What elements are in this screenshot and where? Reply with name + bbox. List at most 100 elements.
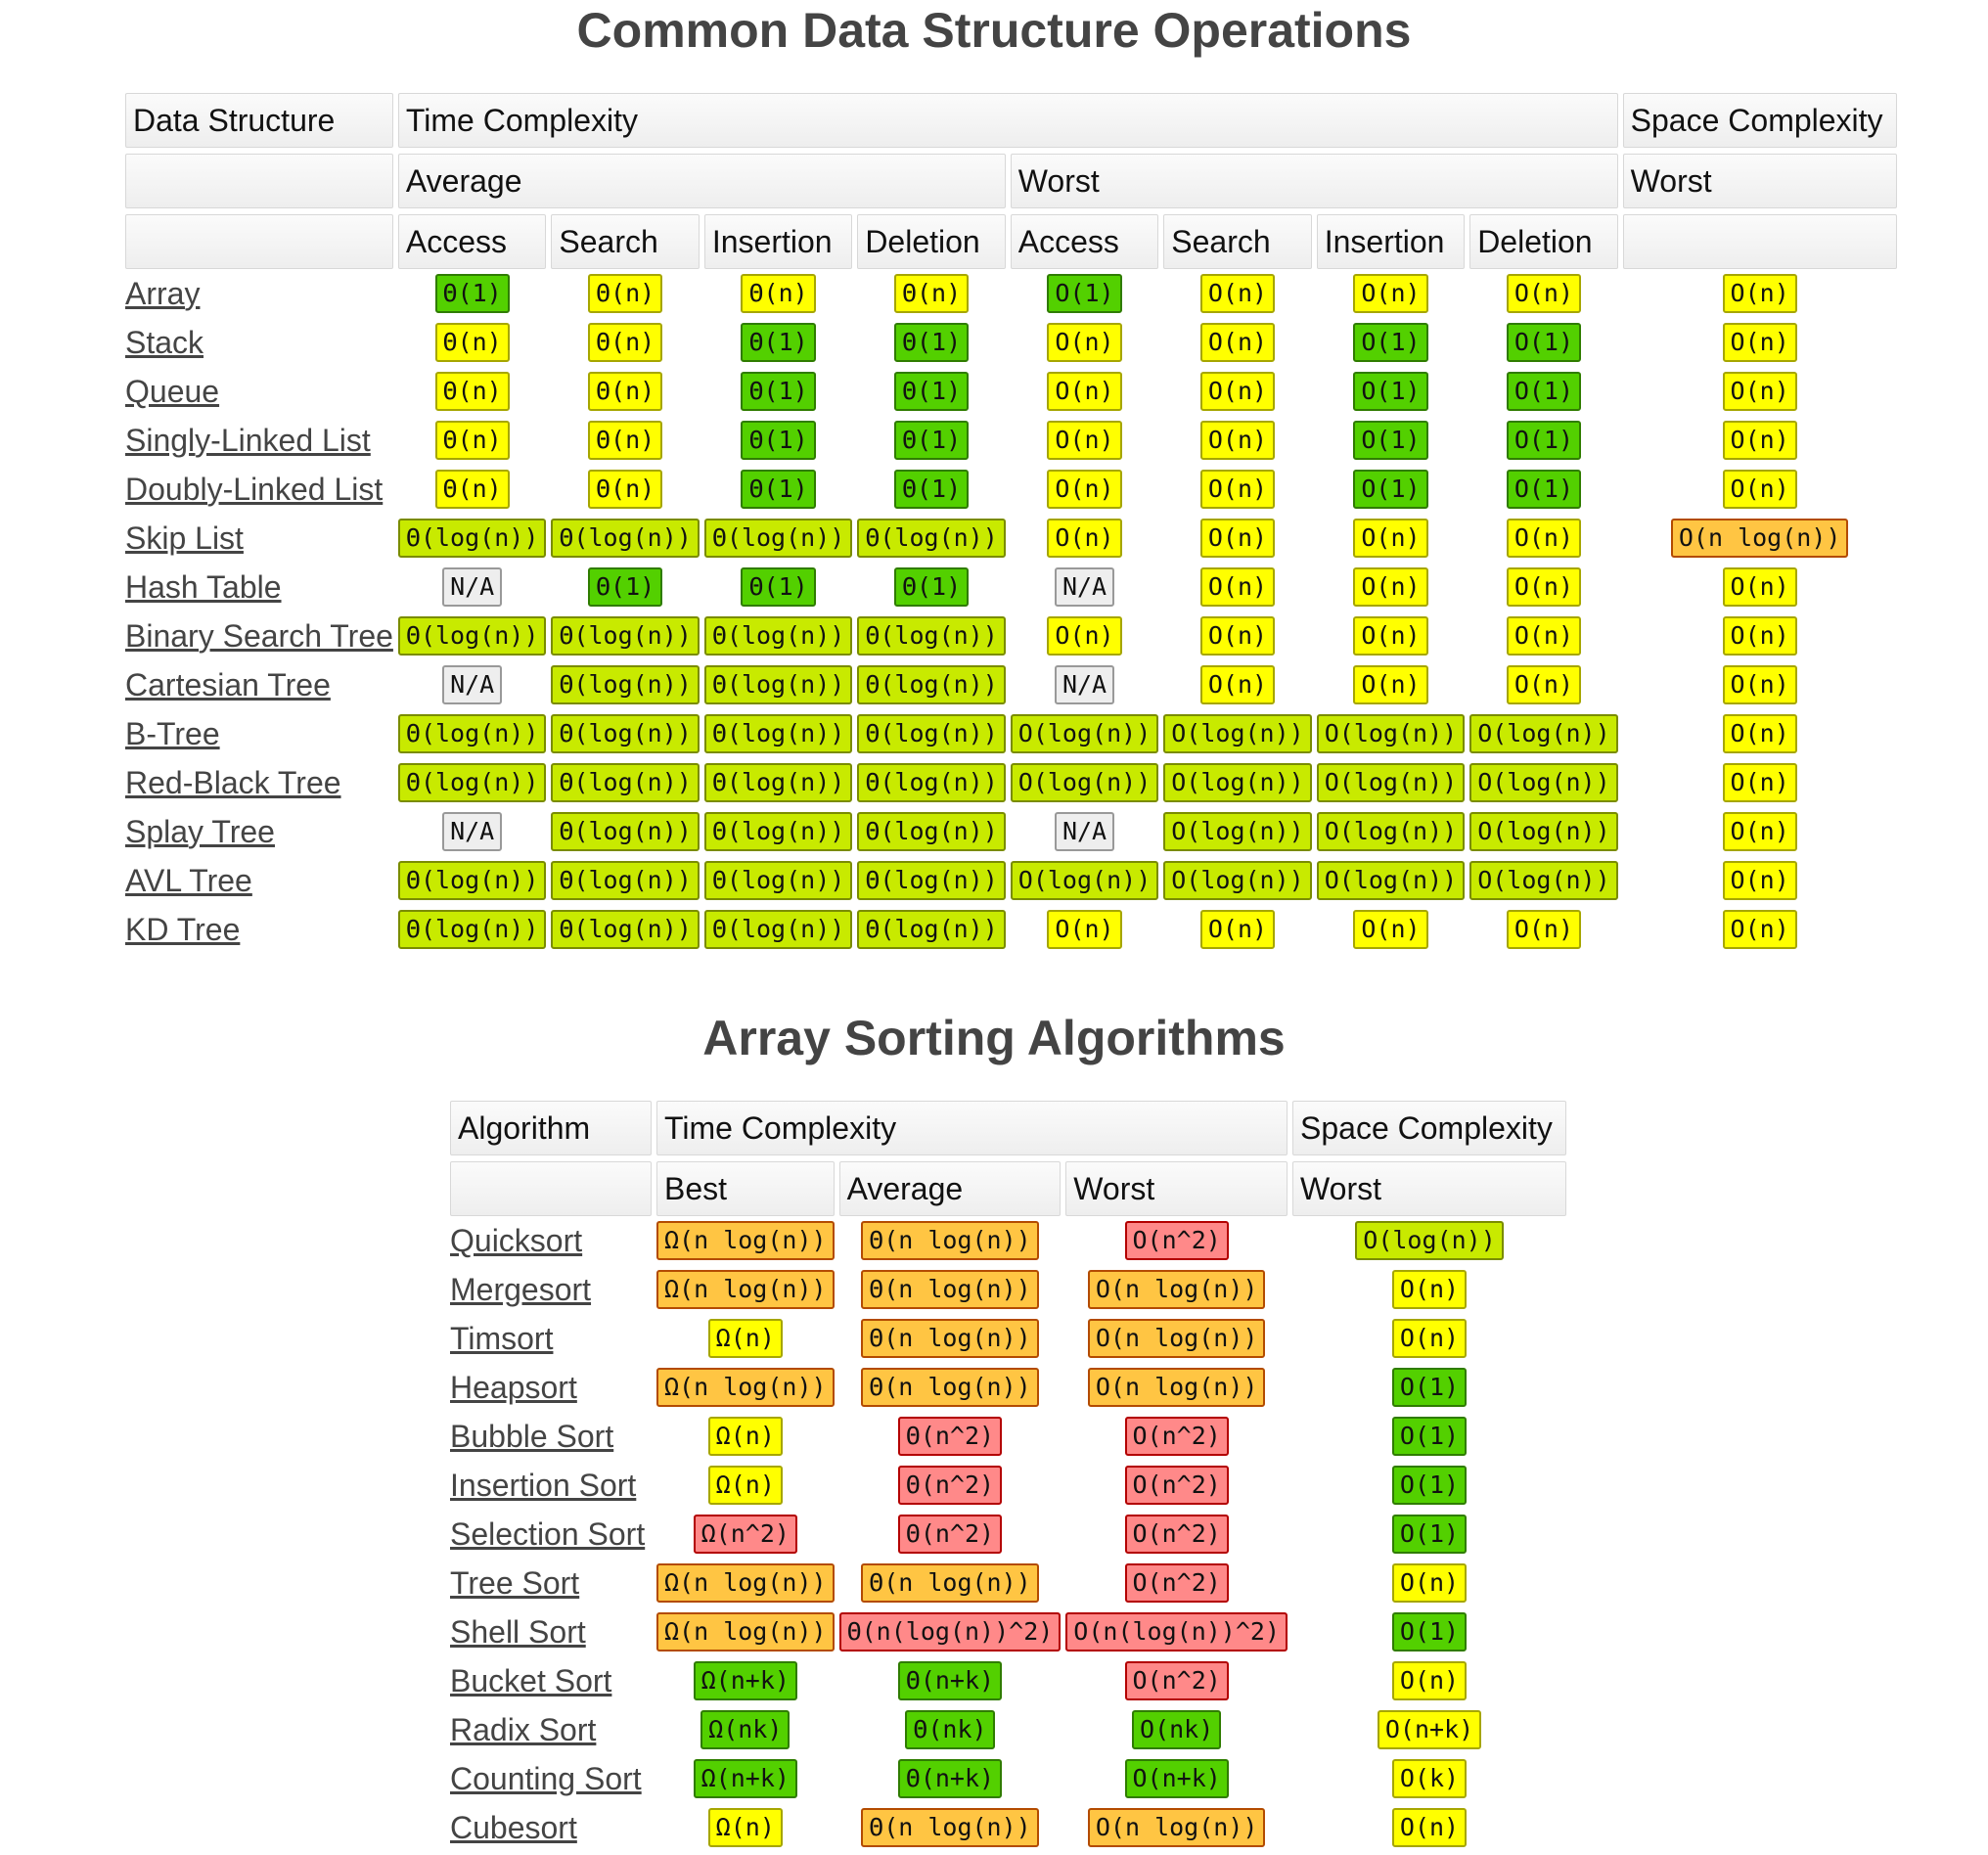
complexity-cell: O(log(n)): [1163, 807, 1312, 856]
complexity-cell: Θ(nk): [839, 1705, 1062, 1754]
complexity-badge: Θ(1): [893, 567, 970, 607]
complexity-badge: Ω(n+k): [693, 1759, 797, 1798]
link-cubesort[interactable]: Cubesort: [450, 1809, 577, 1845]
complexity-badge: Θ(log(n)): [857, 763, 1006, 802]
complexity-badge: Θ(1): [893, 470, 970, 509]
link-radix-sort[interactable]: Radix Sort: [450, 1711, 597, 1747]
link-bubble-sort[interactable]: Bubble Sort: [450, 1418, 614, 1454]
complexity-badge: O(n log(n)): [1087, 1270, 1266, 1309]
complexity-cell: O(n): [1317, 611, 1465, 660]
algorithm-row: Counting Sort Ω(n+k) Θ(n+k) O(n+k) O(k): [450, 1754, 1566, 1803]
complexity-badge: Θ(log(n)): [551, 861, 700, 900]
row-name-cell: Stack: [125, 318, 393, 367]
link-skip-list[interactable]: Skip List: [125, 520, 244, 556]
link-cartesian-tree[interactable]: Cartesian Tree: [125, 666, 331, 702]
link-queue[interactable]: Queue: [125, 373, 220, 409]
data-structure-row: KD Tree Θ(log(n)) Θ(log(n)) Θ(log(n)) Θ(log(…: [125, 905, 1897, 954]
complexity-cell: Θ(log(n)): [857, 514, 1006, 563]
data-structure-row: Binary Search Tree Θ(log(n)) Θ(log(n)) Θ(lo…: [125, 611, 1897, 660]
link-shell-sort[interactable]: Shell Sort: [450, 1613, 586, 1650]
complexity-badge: O(log(n)): [1010, 714, 1159, 753]
complexity-badge: Θ(n^2): [897, 1466, 1003, 1505]
header-worst: Worst: [1010, 154, 1618, 208]
complexity-cell: Θ(1): [704, 416, 852, 465]
complexity-cell: O(n): [1623, 318, 1897, 367]
complexity-badge: Θ(log(n)): [703, 665, 853, 704]
complexity-badge: O(n): [1391, 1319, 1468, 1358]
complexity-badge: Θ(n): [434, 421, 510, 460]
row-name-cell: Insertion Sort: [450, 1461, 652, 1510]
complexity-badge: Θ(1): [893, 372, 970, 411]
complexity-badge: O(n): [1353, 274, 1428, 313]
complexity-cell: O(1): [1469, 367, 1617, 416]
link-heapsort[interactable]: Heapsort: [450, 1369, 577, 1405]
link-array[interactable]: Array: [125, 275, 201, 311]
complexity-cell: Θ(1): [551, 563, 699, 611]
complexity-cell: O(n log(n)): [1623, 514, 1897, 563]
link-mergesort[interactable]: Mergesort: [450, 1271, 592, 1307]
complexity-badge: Θ(log(n)): [551, 714, 700, 753]
complexity-cell: Θ(log(n)): [703, 660, 853, 709]
complexity-badge: O(log(n)): [1316, 763, 1466, 802]
link-tree-sort[interactable]: Tree Sort: [450, 1564, 580, 1601]
complexity-badge: O(n+k): [1377, 1710, 1482, 1749]
complexity-cell: Θ(n): [857, 269, 1005, 318]
link-bucket-sort[interactable]: Bucket Sort: [450, 1662, 612, 1698]
link-kd-tree[interactable]: KD Tree: [125, 911, 241, 947]
complexity-cell: Ω(n^2): [656, 1510, 835, 1559]
complexity-cell: Θ(log(n)): [703, 514, 853, 563]
complexity-cell: O(n+k): [1065, 1754, 1288, 1803]
data-structure-row: Array Θ(1) Θ(n) Θ(n) Θ(n) O(1) O(n) O(n) O(n) O(n…: [125, 269, 1897, 318]
row-name-cell: Singly-Linked List: [125, 416, 393, 465]
complexity-cell: O(n log(n)): [1065, 1314, 1288, 1363]
complexity-cell: Θ(log(n)): [397, 856, 547, 905]
complexity-badge: Ω(n^2): [693, 1515, 797, 1554]
complexity-badge: N/A: [1054, 567, 1115, 607]
complexity-cell: Θ(log(n)): [551, 905, 700, 954]
complexity-cell: Θ(1): [857, 416, 1005, 465]
link-selection-sort[interactable]: Selection Sort: [450, 1516, 646, 1552]
complexity-badge: O(log(n)): [1316, 861, 1466, 900]
link-timsort[interactable]: Timsort: [450, 1320, 554, 1356]
complexity-cell: O(1): [1317, 416, 1465, 465]
link-stack[interactable]: Stack: [125, 324, 204, 360]
header-blank: [450, 1161, 652, 1216]
link-splay-tree[interactable]: Splay Tree: [125, 813, 275, 849]
link-red-black-tree[interactable]: Red-Black Tree: [125, 764, 341, 800]
header-space-worst: Worst: [1292, 1161, 1567, 1216]
complexity-cell: Θ(1): [704, 563, 852, 611]
link-quicksort[interactable]: Quicksort: [450, 1222, 583, 1258]
link-counting-sort[interactable]: Counting Sort: [450, 1760, 642, 1796]
complexity-cell: Θ(n): [551, 416, 699, 465]
data-structure-row: Splay Tree N/A Θ(log(n)) Θ(log(n)) Θ(log(n))…: [125, 807, 1897, 856]
complexity-cell: Θ(n+k): [839, 1754, 1062, 1803]
complexity-cell: O(n): [1292, 1265, 1566, 1314]
complexity-cell: O(1): [1292, 1412, 1566, 1461]
complexity-badge: O(n^2): [1124, 1515, 1229, 1554]
link-hash-table[interactable]: Hash Table: [125, 568, 282, 605]
complexity-badge: Θ(log(n)): [857, 861, 1006, 900]
complexity-badge: O(log(n)): [1163, 763, 1312, 802]
data-structure-row: Doubly-Linked List Θ(n) Θ(n) Θ(1) Θ(1) O(n) O(…: [125, 465, 1897, 514]
complexity-badge: Θ(log(n)): [551, 519, 700, 558]
link-insertion-sort[interactable]: Insertion Sort: [450, 1467, 637, 1503]
complexity-cell: O(n): [1292, 1656, 1566, 1705]
complexity-cell: O(n): [1317, 514, 1465, 563]
complexity-badge: N/A: [1054, 665, 1115, 704]
link-binary-search-tree[interactable]: Binary Search Tree: [125, 617, 393, 654]
complexity-badge: O(n): [1047, 323, 1122, 362]
complexity-cell: O(n): [1623, 465, 1897, 514]
header-data-structure: Data Structure: [125, 93, 393, 148]
row-name-cell: Radix Sort: [450, 1705, 652, 1754]
link-b-tree[interactable]: B-Tree: [125, 715, 220, 751]
complexity-badge: O(n): [1722, 714, 1797, 753]
link-doubly-linked-list[interactable]: Doubly-Linked List: [125, 471, 384, 507]
complexity-cell: N/A: [1011, 807, 1158, 856]
complexity-cell: O(log(n)): [1469, 709, 1618, 758]
link-singly-linked-list[interactable]: Singly-Linked List: [125, 422, 371, 458]
complexity-cell: Θ(n): [398, 367, 546, 416]
complexity-badge: O(n+k): [1124, 1759, 1229, 1798]
complexity-cell: O(n): [1292, 1803, 1566, 1852]
link-avl-tree[interactable]: AVL Tree: [125, 862, 252, 898]
complexity-badge: O(n(log(n))^2): [1065, 1612, 1288, 1651]
